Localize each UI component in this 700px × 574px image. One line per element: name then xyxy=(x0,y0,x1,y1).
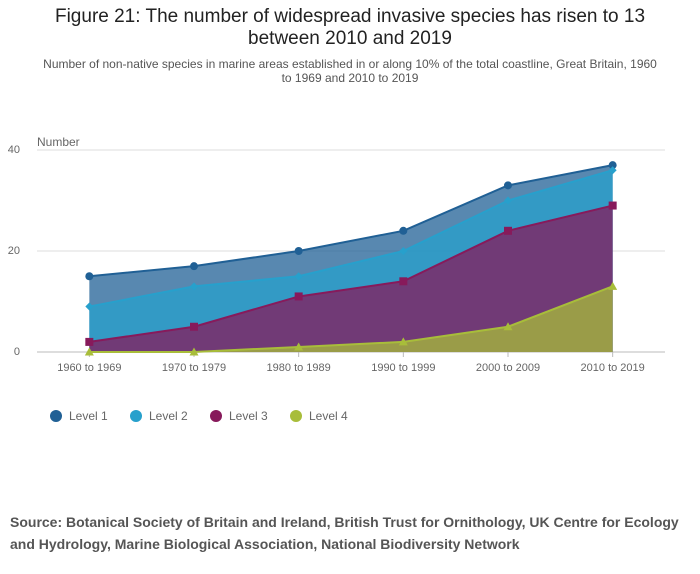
marker xyxy=(189,347,199,356)
legend-swatch xyxy=(210,410,222,422)
line xyxy=(89,204,613,343)
y-tick-label: 40 xyxy=(8,144,20,156)
legend-item[interactable]: Level 2 xyxy=(130,409,188,423)
marker xyxy=(504,181,512,190)
legend-swatch xyxy=(290,410,302,422)
y-tick-label: 20 xyxy=(8,245,20,257)
legend-swatch xyxy=(50,410,62,422)
legend-label: Level 1 xyxy=(69,409,108,423)
y-axis-label: Number xyxy=(37,135,80,149)
marker xyxy=(294,342,304,351)
marker xyxy=(294,292,303,301)
line xyxy=(89,164,613,278)
legend-label: Level 4 xyxy=(309,409,348,423)
marker xyxy=(608,161,617,170)
source: Source: Botanical Society of Britain and… xyxy=(10,514,679,552)
marker xyxy=(399,226,408,235)
x-tick-label: 2000 to 2009 xyxy=(476,362,540,374)
marker xyxy=(294,272,303,281)
line xyxy=(89,169,613,308)
marker xyxy=(294,247,303,255)
marker xyxy=(84,347,94,356)
marker xyxy=(608,281,618,290)
chart-subtitle: Number of non-native species in marine a… xyxy=(43,57,657,85)
x-tick-label: 1980 to 1989 xyxy=(267,362,331,374)
legend-label: Level 3 xyxy=(229,409,268,423)
x-tick-label: 1970 to 1979 xyxy=(162,362,226,374)
marker xyxy=(504,226,512,235)
legend-label: Level 2 xyxy=(149,409,188,423)
marker xyxy=(190,282,198,291)
marker xyxy=(85,272,94,281)
x-tick-label: 2010 to 2019 xyxy=(581,362,645,374)
marker xyxy=(398,337,408,346)
x-tick-label: 1990 to 1999 xyxy=(371,362,435,374)
marker xyxy=(399,247,408,255)
marker xyxy=(608,166,617,175)
marker xyxy=(608,201,617,210)
area xyxy=(89,205,613,352)
marker xyxy=(503,322,513,331)
marker xyxy=(85,302,94,311)
marker xyxy=(190,262,198,271)
chart-title: Figure 21: The number of widespread inva… xyxy=(54,6,646,49)
x-tick-label: 1960 to 1969 xyxy=(57,362,121,374)
marker xyxy=(399,277,408,286)
y-tick-label: 0 xyxy=(14,346,20,358)
area xyxy=(89,286,613,352)
legend-item[interactable]: Level 3 xyxy=(210,409,268,423)
marker xyxy=(504,196,512,205)
legend-item[interactable]: Level 1 xyxy=(50,409,108,423)
legend-swatch xyxy=(130,410,142,422)
marker xyxy=(85,337,94,346)
marker xyxy=(190,322,198,331)
line xyxy=(89,285,614,353)
legend-item[interactable]: Level 4 xyxy=(290,409,348,423)
